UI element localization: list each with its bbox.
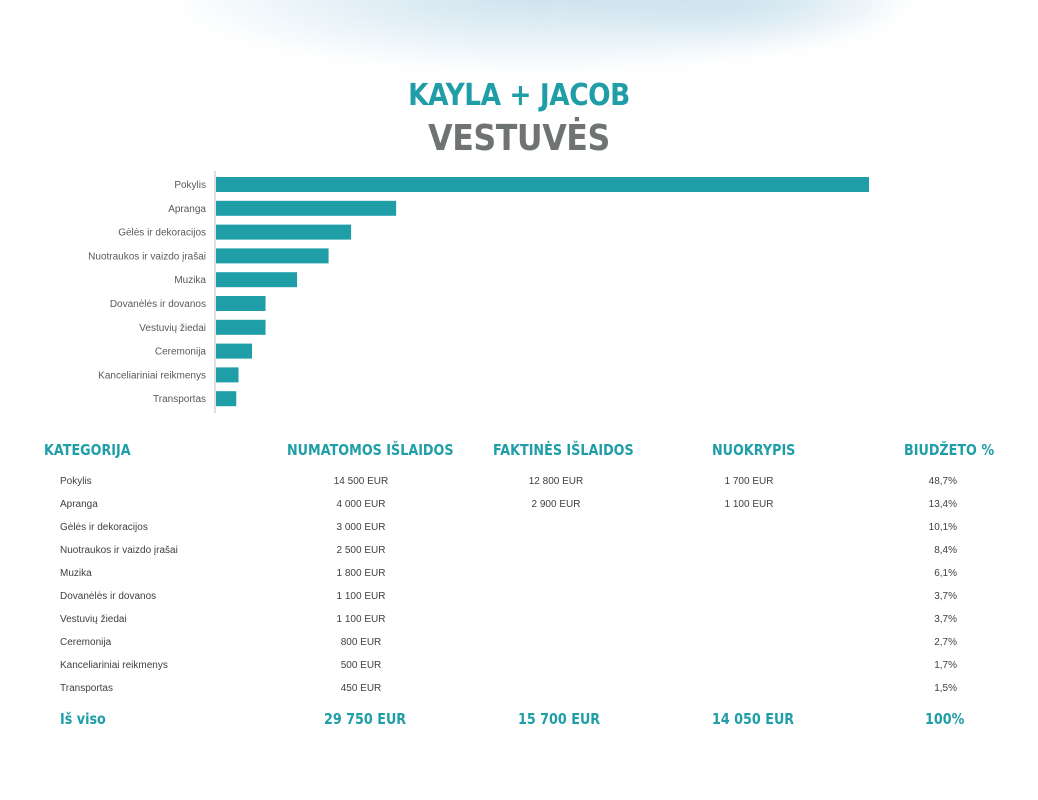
category-label-8: Kanceliariniai reikmenys <box>98 370 206 381</box>
cell-planned: 1 800 EUR <box>336 568 386 579</box>
cell-budget: 3,7% <box>934 614 957 625</box>
cell-category: Transportas <box>60 683 113 694</box>
cell-budget: 3,7% <box>934 591 957 602</box>
cell-budget: 1,7% <box>934 660 957 671</box>
category-label-5: Dovanėlės ir dovanos <box>110 299 206 310</box>
header-budget: BIUDŽETO % <box>904 441 995 459</box>
total-actual: 15 700 EUR <box>518 710 601 728</box>
couple-title: KAYLA + JACOB <box>408 78 630 113</box>
header-category: KATEGORIJA <box>44 441 131 459</box>
cell-budget: 13,4% <box>928 499 957 510</box>
total-planned: 29 750 EUR <box>324 710 407 728</box>
cell-actual: 12 800 EUR <box>528 476 584 487</box>
category-label-6: Vestuvių žiedai <box>139 323 206 334</box>
cell-category: Apranga <box>60 499 98 510</box>
bar-0 <box>216 177 869 192</box>
cell-budget: 10,1% <box>928 522 957 533</box>
header-planned: NUMATOMOS IŠLAIDOS <box>287 441 454 459</box>
cell-budget: 48,7% <box>928 476 957 487</box>
cell-actual: 2 900 EUR <box>531 499 581 510</box>
cell-category: Pokylis <box>60 476 92 487</box>
cell-category: Vestuvių žiedai <box>60 614 127 625</box>
cell-budget: 6,1% <box>934 568 957 579</box>
cell-planned: 4 000 EUR <box>336 499 386 510</box>
category-label-3: Nuotraukos ir vaizdo įrašai <box>88 251 206 262</box>
cell-planned: 450 EUR <box>340 683 382 694</box>
total-budget: 100% <box>925 710 965 728</box>
cell-planned: 2 500 EUR <box>336 545 386 556</box>
cell-planned: 1 100 EUR <box>336 614 386 625</box>
cell-category: Dovanėlės ir dovanos <box>60 591 157 602</box>
category-label-2: Gėlės ir dekoracijos <box>118 228 206 239</box>
category-label-4: Muzika <box>174 275 206 286</box>
category-label-9: Transportas <box>153 394 206 405</box>
cell-budget: 1,5% <box>934 683 957 694</box>
bar-7 <box>216 343 253 359</box>
total-label: Iš viso <box>60 710 106 728</box>
cell-planned: 800 EUR <box>340 637 382 648</box>
bar-1 <box>216 200 397 216</box>
cell-planned: 500 EUR <box>340 660 382 671</box>
cell-variance: 1 100 EUR <box>724 499 774 510</box>
cell-category: Kanceliariniai reikmenys <box>60 660 168 671</box>
cell-budget: 8,4% <box>934 545 957 556</box>
cell-planned: 3 000 EUR <box>336 522 386 533</box>
header-variance: NUOKRYPIS <box>712 441 796 459</box>
bar-9 <box>216 391 237 407</box>
bar-4 <box>216 272 298 288</box>
bar-5 <box>216 296 266 311</box>
bar-3 <box>216 248 329 264</box>
category-label-1: Apranga <box>168 204 206 215</box>
budget-bar-chart: Pokylis Apranga Gėlės ir dekoracijos Nuotra… <box>88 171 869 413</box>
cell-category: Ceremonija <box>60 637 112 648</box>
bar-2 <box>216 224 352 240</box>
cell-category: Nuotraukos ir vaizdo įrašai <box>60 545 178 556</box>
cell-category: Muzika <box>60 568 92 579</box>
category-label-7: Ceremonija <box>155 347 207 358</box>
total-variance: 14 050 EUR <box>712 710 795 728</box>
cell-variance: 1 700 EUR <box>724 476 774 487</box>
category-label-0: Pokylis <box>174 180 206 191</box>
cell-budget: 2,7% <box>934 637 957 648</box>
cell-planned: 1 100 EUR <box>336 591 386 602</box>
bar-8 <box>216 367 239 383</box>
cell-category: Gėlės ir dekoracijos <box>60 522 148 533</box>
wedding-title: VESTUVĖS <box>428 118 610 159</box>
header-actual: FAKTINĖS IŠLAIDOS <box>493 441 634 459</box>
bar-6 <box>216 319 266 335</box>
cell-planned: 14 500 EUR <box>333 476 389 487</box>
